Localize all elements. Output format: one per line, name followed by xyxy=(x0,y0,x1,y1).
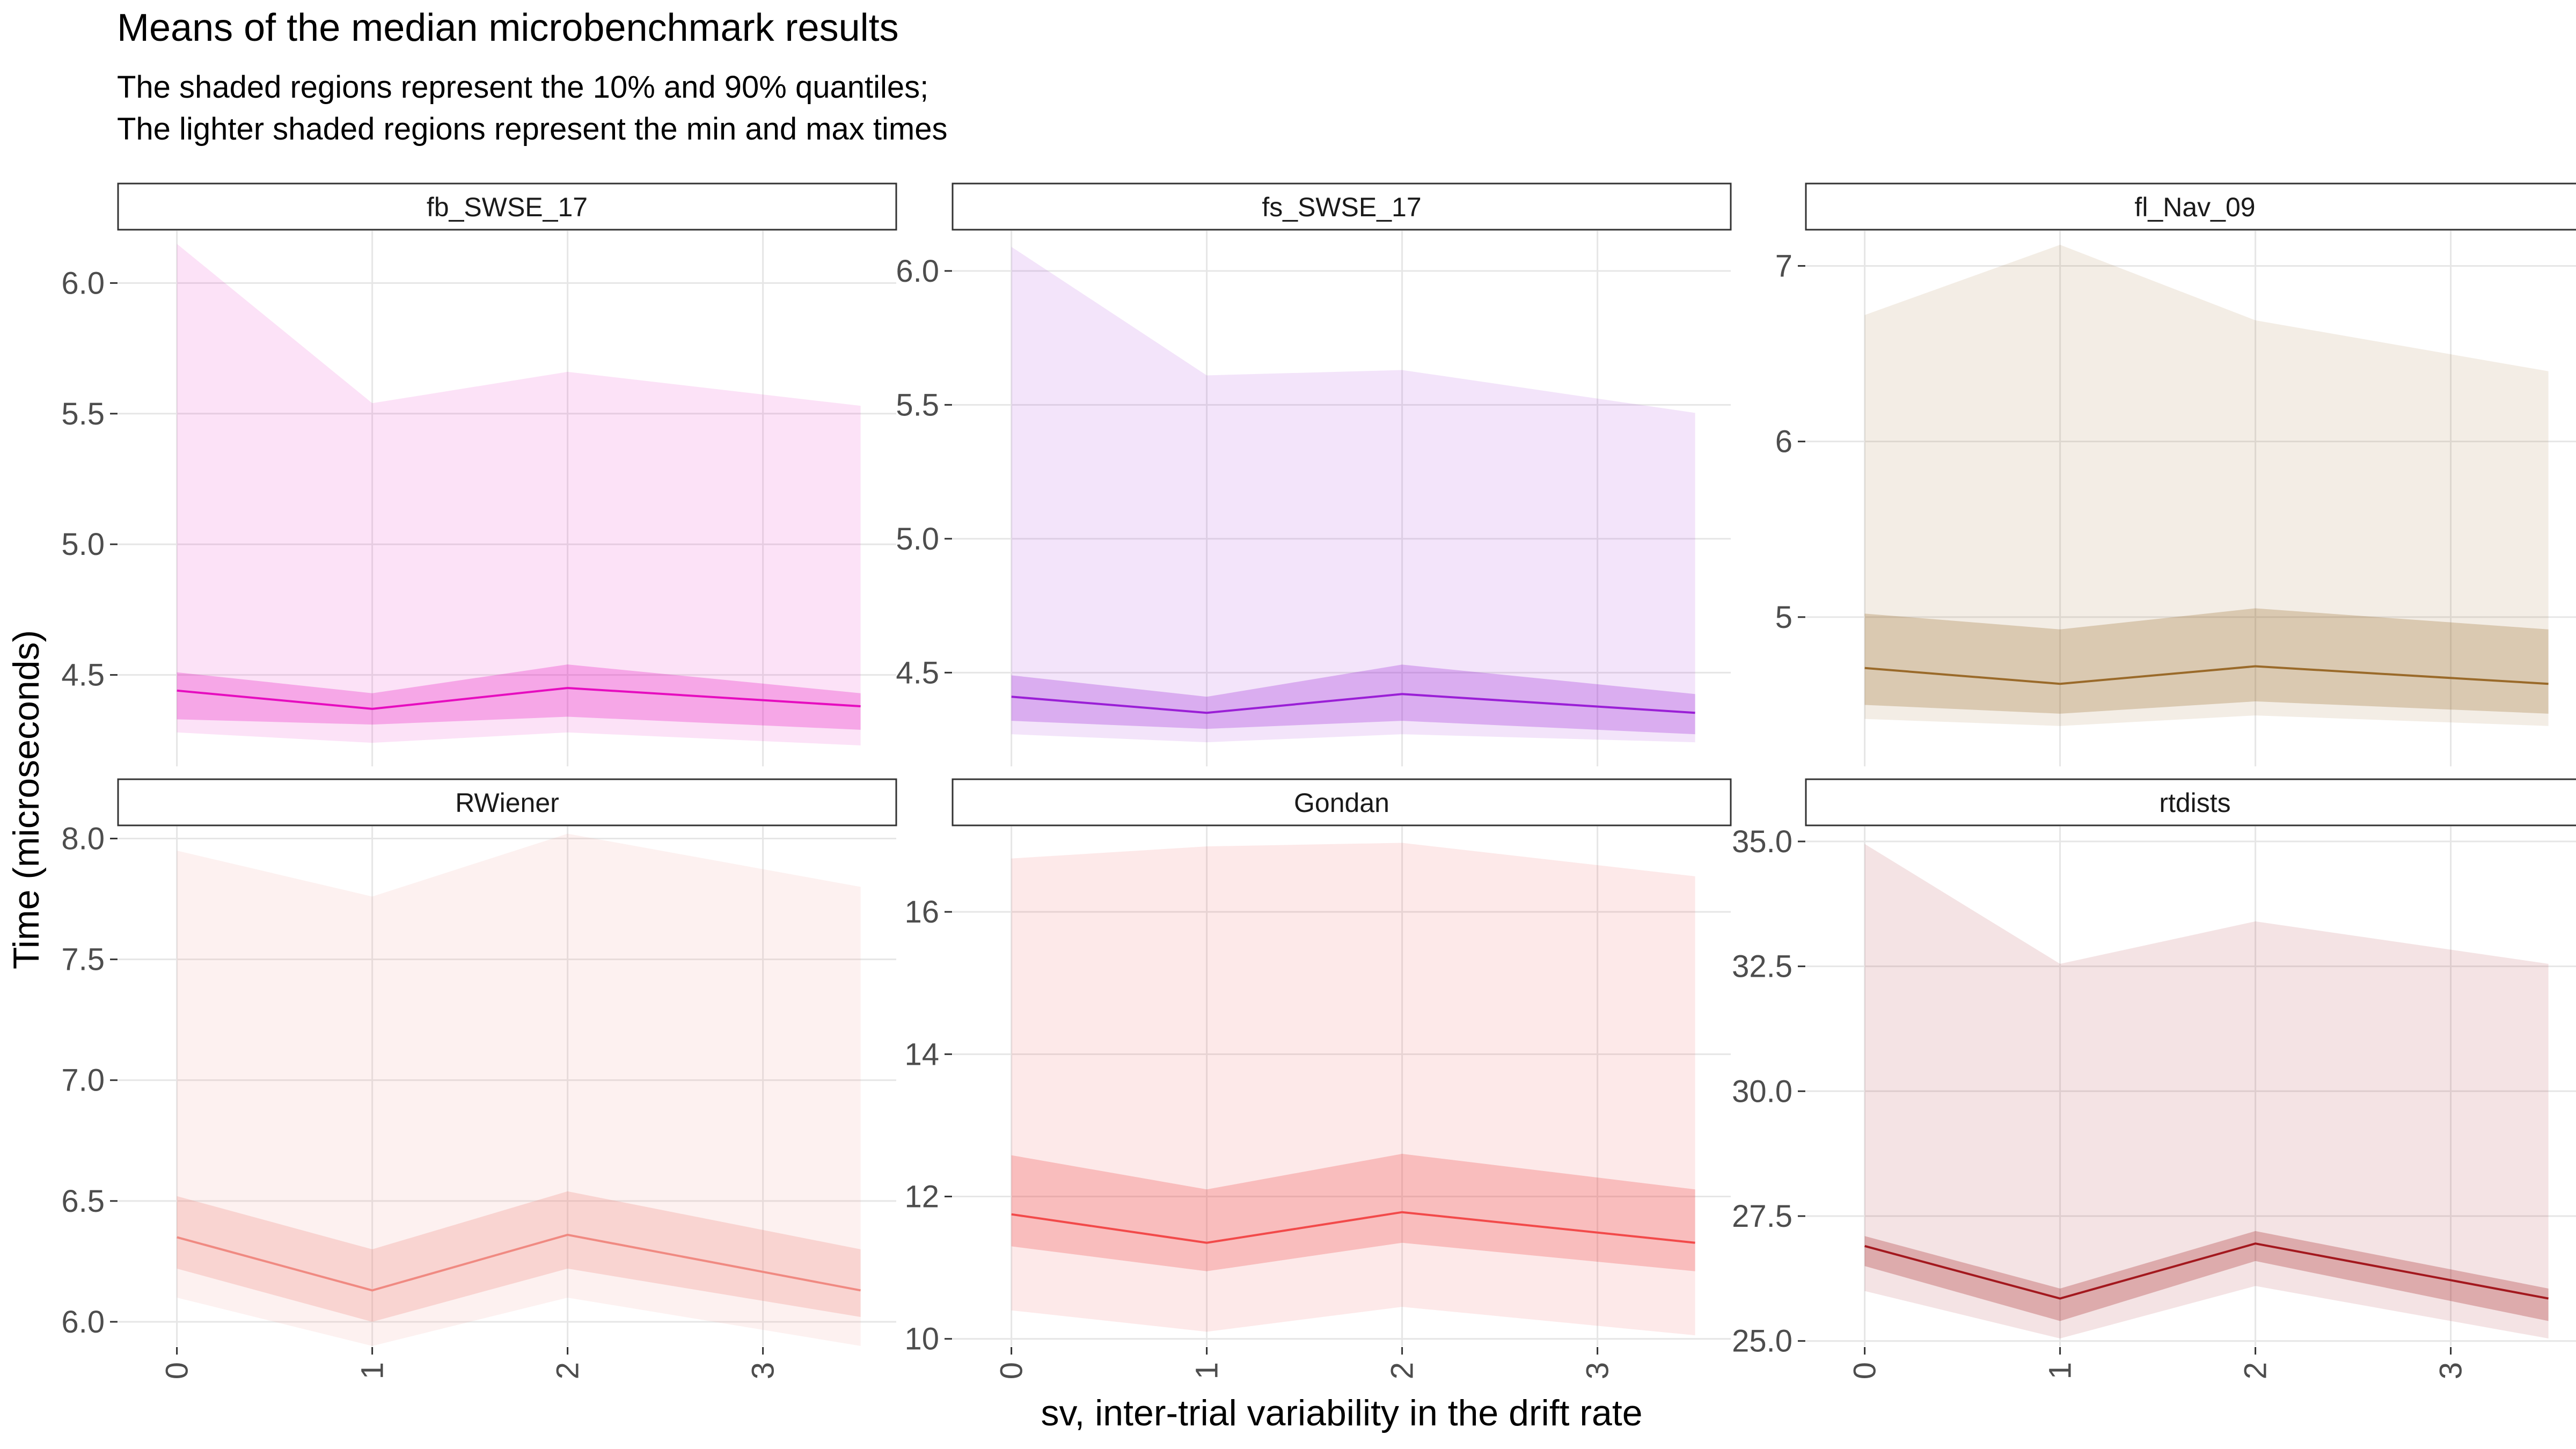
panel-fs-swse-17: fs_SWSE_17 4.5 5.0 5.5 6.0 xyxy=(896,182,1732,766)
figure-subtitle-line-1: The shaded regions represent the 10% and… xyxy=(117,70,928,105)
mean-line-fl-nav-09 xyxy=(1864,665,2549,685)
panel-strip-label-gondan: Gondan xyxy=(1294,788,1389,818)
minmax-band-rtdists xyxy=(1864,844,2549,1339)
panel-strip-fl-nav-09 xyxy=(1805,182,2576,231)
y-tick-label-rwiener-2: 7.0 xyxy=(61,1063,105,1098)
panel-strip-rtdists xyxy=(1805,778,2576,826)
panels: fb_SWSE_17 4.5 5.0 5.5 6.0 fs_SWSE_17 4.5 5.0 5.… xyxy=(61,182,2576,1379)
panel-strip-label-fl-nav-09: fl_Nav_09 xyxy=(2134,192,2255,222)
y-tick-label-fl-nav-09-0: 5 xyxy=(1775,600,1792,635)
mean-line-rtdists xyxy=(1864,1242,2549,1300)
mean-line-rwiener xyxy=(177,1233,861,1292)
y-tick-label-fs-swse-17-1: 5.0 xyxy=(896,522,939,557)
panel-fb-swse-17: fb_SWSE_17 4.5 5.0 5.5 6.0 xyxy=(61,182,897,766)
y-tick-label-rwiener-1: 6.5 xyxy=(61,1184,105,1219)
x-tick-label-rtdists-2: 2 xyxy=(2238,1362,2273,1379)
y-tick-label-rwiener-0: 6.0 xyxy=(61,1305,105,1340)
figure-title: Means of the median microbenchmark resul… xyxy=(117,6,899,49)
panel-strip-label-fs-swse-17: fs_SWSE_17 xyxy=(1262,192,1421,222)
panel-strip-label-rwiener: RWiener xyxy=(455,788,559,818)
panel-rtdists: rtdists 25.0 27.5 30.0 32.5 35.0 0 1 2 3 xyxy=(1732,778,2576,1379)
y-tick-label-rwiener-4: 8.0 xyxy=(61,822,105,857)
minmax-band-fl-nav-09 xyxy=(1864,245,2549,726)
y-axis-title: Time (microseconds) xyxy=(6,630,47,969)
panel-strip-fs-swse-17 xyxy=(952,182,1732,231)
x-tick-label-gondan-1: 1 xyxy=(1190,1362,1225,1379)
y-tick-label-fl-nav-09-1: 6 xyxy=(1775,425,1792,459)
x-tick-label-rtdists-0: 0 xyxy=(1848,1362,1883,1379)
x-tick-label-gondan-3: 3 xyxy=(1580,1362,1615,1379)
y-tick-label-fs-swse-17-0: 4.5 xyxy=(896,655,939,690)
y-tick-label-rwiener-3: 7.5 xyxy=(61,942,105,977)
x-tick-label-rwiener-0: 0 xyxy=(160,1362,195,1379)
x-tick-label-rtdists-1: 1 xyxy=(2043,1362,2078,1379)
minmax-band-fs-swse-17 xyxy=(1011,246,1695,743)
x-tick-label-rwiener-2: 2 xyxy=(551,1362,586,1379)
y-tick-label-rtdists-1: 27.5 xyxy=(1732,1199,1792,1234)
y-tick-label-fb-swse-17-2: 5.5 xyxy=(61,397,105,431)
figure-subtitle-line-2: The lighter shaded regions represent the… xyxy=(117,112,947,147)
mean-line-fb-swse-17 xyxy=(177,686,861,710)
panel-strip-rwiener xyxy=(117,778,897,826)
y-tick-label-gondan-1: 12 xyxy=(904,1180,939,1214)
y-tick-label-gondan-3: 16 xyxy=(904,895,939,930)
minmax-band-fb-swse-17 xyxy=(177,244,861,746)
quantile-band-rwiener xyxy=(177,1191,861,1322)
quantile-band-fl-nav-09 xyxy=(1864,608,2549,714)
y-tick-label-fb-swse-17-1: 5.0 xyxy=(61,527,105,562)
minmax-band-gondan xyxy=(1011,843,1695,1336)
panel-strip-gondan xyxy=(952,778,1732,826)
y-tick-label-fb-swse-17-0: 4.5 xyxy=(61,658,105,693)
x-tick-label-rwiener-3: 3 xyxy=(746,1362,781,1379)
x-tick-label-rtdists-3: 3 xyxy=(2434,1362,2469,1379)
y-tick-label-rtdists-4: 35.0 xyxy=(1732,824,1792,859)
y-tick-label-rtdists-3: 32.5 xyxy=(1732,949,1792,984)
x-tick-label-gondan-0: 0 xyxy=(994,1362,1029,1379)
y-tick-label-rtdists-2: 30.0 xyxy=(1732,1074,1792,1109)
y-tick-label-gondan-2: 14 xyxy=(904,1037,939,1072)
panel-fl-nav-09: fl_Nav_09 5 6 7 xyxy=(1775,182,2576,766)
panel-strip-label-fb-swse-17: fb_SWSE_17 xyxy=(427,192,588,222)
y-tick-label-gondan-0: 10 xyxy=(904,1322,939,1357)
x-axis-title: sv, inter-trial variability in the drift… xyxy=(1041,1393,1642,1433)
mean-line-gondan xyxy=(1011,1211,1695,1244)
y-tick-label-fl-nav-09-2: 7 xyxy=(1775,248,1792,283)
panel-strip-label-rtdists: rtdists xyxy=(2159,788,2230,818)
y-tick-label-fs-swse-17-3: 6.0 xyxy=(896,254,939,289)
panel-rwiener: RWiener 6.0 6.5 7.0 7.5 8.0 0 1 2 3 xyxy=(61,778,897,1379)
panel-strip-fb-swse-17 xyxy=(117,182,897,231)
y-tick-label-rtdists-0: 25.0 xyxy=(1732,1324,1792,1359)
quantile-band-gondan xyxy=(1011,1153,1695,1271)
x-tick-label-rwiener-1: 1 xyxy=(355,1362,390,1379)
x-tick-label-gondan-2: 2 xyxy=(1385,1362,1420,1379)
y-tick-label-fb-swse-17-3: 6.0 xyxy=(61,266,105,301)
y-tick-label-fs-swse-17-2: 5.5 xyxy=(896,387,939,422)
quantile-band-rtdists xyxy=(1864,1231,2549,1321)
mean-line-fs-swse-17 xyxy=(1011,693,1695,714)
minmax-band-rwiener xyxy=(177,833,861,1346)
quantile-band-fb-swse-17 xyxy=(177,664,861,730)
